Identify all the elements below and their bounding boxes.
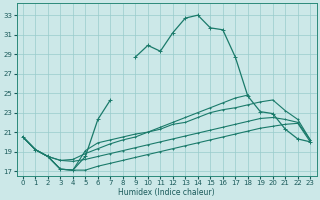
X-axis label: Humidex (Indice chaleur): Humidex (Indice chaleur) — [118, 188, 215, 197]
